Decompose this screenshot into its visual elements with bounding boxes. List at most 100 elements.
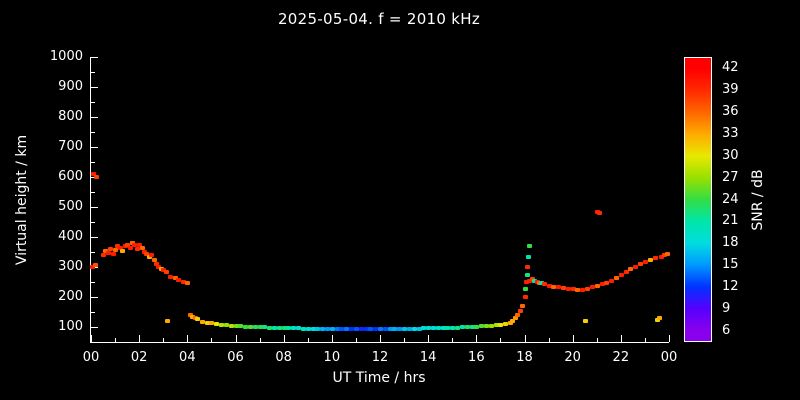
x-tick (428, 335, 430, 342)
x-tick-label: 00 (82, 350, 100, 365)
data-point (459, 325, 465, 330)
y-tick-label: 1000 (49, 49, 83, 64)
data-point (154, 262, 160, 266)
x-axis-label: UT Time / hrs (332, 370, 426, 386)
colorbar-tick-labels: 42 39 36 33 30 27 24 21 18 15 12 9 6 (722, 57, 756, 342)
x-tick-label: 16 (468, 350, 485, 365)
x-tick-label: 02 (130, 350, 148, 365)
x-tick-label: 04 (179, 350, 196, 365)
plot-area: 00 02 04 06 08 10 12 14 16 18 20 22 00 100 200 300 400 50… (50, 49, 677, 365)
x-tick (91, 335, 92, 342)
x-minor-tick (307, 338, 309, 342)
data-point (522, 286, 528, 291)
x-minor-tick (452, 338, 454, 342)
data-point (252, 325, 258, 329)
x-minor-tick (115, 338, 117, 342)
data-point (503, 321, 509, 326)
colorbar-tick-label: 39 (722, 81, 739, 97)
data-point (561, 286, 567, 290)
x-tick-label: 08 (275, 350, 292, 365)
data-point (664, 251, 670, 256)
data-point (527, 244, 533, 248)
x-tick (380, 335, 381, 342)
x-tick-label: 06 (227, 350, 244, 365)
data-point (652, 256, 658, 260)
x-tick-label: 14 (419, 350, 437, 365)
y-minor-tick (91, 222, 95, 223)
data-point (329, 326, 335, 331)
data-point (430, 326, 436, 331)
colorbar-axis-label: SNR / dB (750, 169, 766, 231)
data-point (642, 259, 648, 264)
data-point (524, 265, 530, 269)
data-point (556, 285, 562, 290)
data-point (257, 325, 263, 330)
x-minor-tick (163, 338, 165, 342)
colorbar (684, 57, 712, 342)
data-point (272, 325, 278, 330)
x-tick-label: 10 (323, 350, 341, 365)
x-minor-tick (548, 338, 550, 342)
data-point (262, 325, 268, 330)
data-point (378, 327, 383, 332)
data-point (300, 326, 306, 331)
y-tick-label: 100 (58, 319, 83, 334)
data-point (623, 270, 629, 275)
x-minor-tick (404, 338, 406, 342)
data-point (175, 278, 181, 283)
data-point (551, 284, 557, 289)
data-point (421, 326, 427, 331)
y-minor-tick (91, 192, 95, 193)
data-point (161, 268, 167, 272)
data-point (527, 279, 533, 284)
data-point (146, 255, 152, 260)
data-point (520, 304, 526, 308)
x-minor-tick (596, 338, 598, 342)
y-tick (91, 57, 98, 58)
data-point (164, 319, 170, 323)
data-point (247, 325, 253, 329)
data-point (125, 242, 131, 247)
data-point (353, 327, 359, 332)
data-point (604, 280, 610, 285)
x-tick (235, 335, 237, 342)
colorbar-tick-label: 12 (722, 279, 739, 295)
colorbar-tick-label: 18 (722, 235, 739, 251)
data-point (498, 322, 504, 327)
y-minor-tick (91, 102, 95, 103)
data-point (609, 278, 615, 283)
y-minor-tick (91, 72, 95, 73)
data-point (132, 243, 138, 248)
x-minor-tick (259, 338, 261, 342)
colorbar-tick-label: 33 (722, 125, 739, 141)
data-point (450, 325, 456, 330)
data-point (214, 322, 220, 326)
data-point (440, 325, 446, 330)
data-point (120, 248, 126, 253)
data-point (510, 319, 516, 323)
data-point (129, 241, 135, 245)
data-point (368, 327, 374, 332)
colorbar-tick-label: 15 (722, 257, 739, 273)
y-minor-tick (91, 312, 95, 313)
data-point (168, 274, 174, 279)
data-point (137, 242, 143, 247)
data-point (517, 308, 523, 313)
data-point (223, 323, 229, 328)
x-tick-label: 18 (516, 350, 533, 365)
data-point (139, 245, 145, 250)
y-tick (91, 117, 98, 118)
data-point (105, 250, 111, 255)
data-point (90, 265, 96, 269)
y-tick-label: 600 (58, 169, 83, 184)
data-point (185, 280, 191, 285)
data-point (570, 287, 576, 292)
data-point (310, 326, 316, 331)
data-point (134, 247, 140, 251)
x-tick (669, 335, 670, 342)
x-tick (620, 335, 622, 342)
data-point (585, 286, 591, 291)
data-point (657, 315, 663, 320)
data-point (315, 326, 321, 331)
data-point (638, 262, 644, 266)
